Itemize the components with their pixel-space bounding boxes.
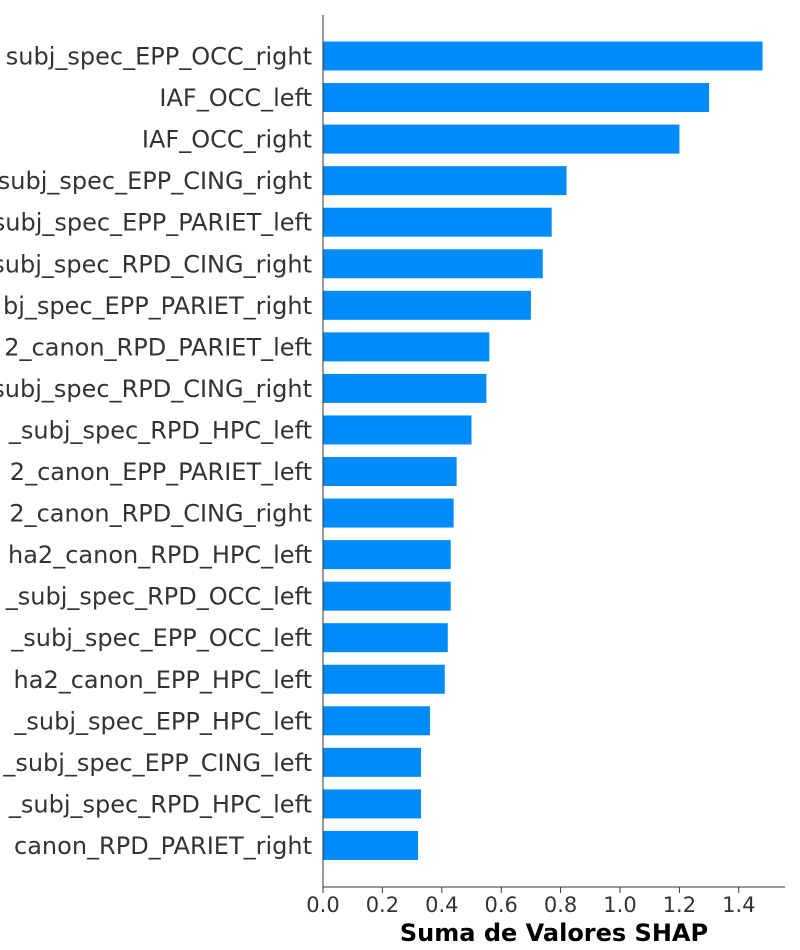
category-label: _subj_spec_EPP_CING_left (2, 749, 312, 777)
category-label: _subj_spec_EPP_OCC_left (10, 624, 312, 652)
category-label: ha2_canon_EPP_HPC_left (14, 666, 312, 694)
bar (323, 664, 445, 694)
x-axis-title: Suma de Valores SHAP (400, 919, 708, 947)
bar (323, 623, 448, 653)
category-label: IAF_OCC_left (159, 84, 312, 112)
bar (323, 166, 567, 196)
category-label: ha2_canon_RPD_HPC_left (8, 541, 312, 569)
category-label: IAF_OCC_right (142, 126, 312, 154)
category-label: bj_spec_EPP_PARIET_right (3, 292, 312, 320)
bar (323, 83, 710, 113)
category-label: subj_spec_RPD_CING_right (0, 375, 312, 403)
x-tick-label: 0.0 (306, 893, 339, 917)
bar (323, 290, 531, 320)
bars-layer (323, 41, 763, 860)
x-tick-label: 0.2 (366, 893, 399, 917)
x-tick-label: 0.6 (484, 893, 517, 917)
x-axis-ticks: 0.0 0.2 0.4 0.6 0.8 1.0 1.2 1.4 (306, 887, 756, 917)
category-label: 2_canon_RPD_CING_right (9, 500, 312, 528)
x-tick-label: 0.8 (544, 893, 577, 917)
category-label: _subj_spec_RPD_HPC_left (8, 416, 312, 444)
bar (323, 373, 487, 403)
bar (323, 249, 543, 279)
x-tick-label: 1.0 (603, 893, 636, 917)
category-label: subj_spec_RPD_CING_right (0, 250, 312, 278)
category-label: 2_canon_EPP_PARIET_left (10, 458, 312, 486)
bar (323, 789, 422, 819)
category-labels: subj_spec_EPP_OCC_right IAF_OCC_left IAF_O… (0, 43, 312, 860)
bar (323, 830, 419, 860)
x-tick-label: 1.4 (722, 893, 755, 917)
x-tick-label: 1.2 (663, 893, 696, 917)
category-label: subj_spec_EPP_OCC_right (6, 43, 312, 71)
category-label: _subj_spec_RPD_HPC_left (8, 790, 312, 818)
bar (323, 706, 430, 736)
category-label: subj_spec_EPP_CING_right (0, 167, 312, 195)
bar (323, 124, 680, 154)
bar (323, 540, 451, 570)
bar (323, 581, 451, 611)
category-label: 2_canon_RPD_PARIET_left (4, 333, 312, 361)
category-label: _subj_spec_RPD_OCC_left (5, 583, 312, 611)
bar (323, 457, 457, 486)
bar (323, 207, 552, 237)
bar (323, 498, 454, 528)
category-label: canon_RPD_PARIET_right (14, 832, 312, 860)
bar (323, 41, 763, 71)
bar (323, 332, 490, 362)
bar (323, 415, 472, 445)
category-label: subj_spec_EPP_PARIET_left (0, 209, 312, 237)
bar (323, 747, 422, 777)
x-tick-label: 0.4 (425, 893, 458, 917)
category-label: _subj_spec_EPP_HPC_left (13, 707, 312, 735)
